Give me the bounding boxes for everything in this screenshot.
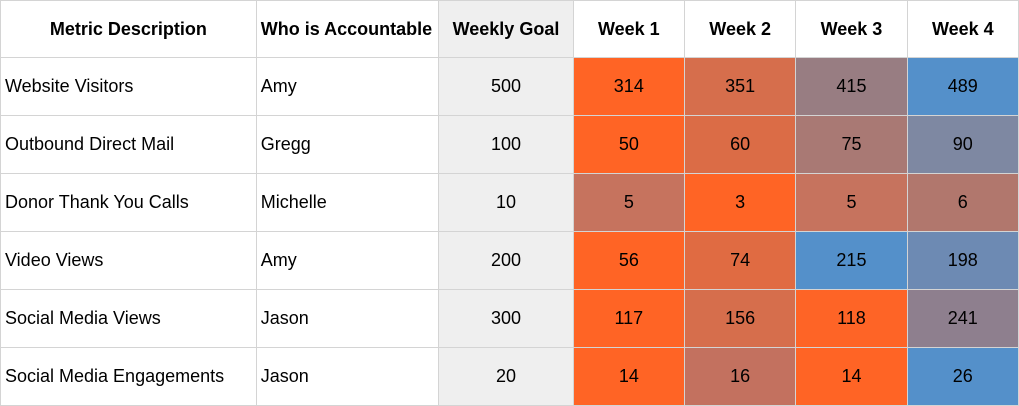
week-3-cell: 5 [795, 173, 908, 232]
week-3-cell: 14 [795, 347, 908, 406]
table-row: Social Media Engagements Jason 20 14 16 … [0, 347, 1019, 406]
metric-cell: Outbound Direct Mail [0, 115, 257, 174]
owner-cell: Amy [255, 57, 440, 116]
goal-cell: 100 [438, 115, 574, 174]
metric-cell: Social Media Engagements [0, 347, 257, 406]
header-metric-description: Metric Description [0, 0, 257, 58]
week-1-cell: 117 [572, 289, 685, 348]
metric-cell: Website Visitors [0, 57, 257, 116]
week-4-cell: 90 [906, 115, 1019, 174]
week-2-cell: 16 [683, 347, 797, 406]
week-2-cell: 60 [683, 115, 797, 174]
week-1-cell: 5 [572, 173, 685, 232]
header-row: Metric Description Who is Accountable We… [0, 0, 1019, 58]
header-week-1: Week 1 [572, 0, 685, 58]
week-2-cell: 156 [683, 289, 797, 348]
table-row: Video Views Amy 200 56 74 215 198 [0, 231, 1019, 290]
week-4-cell: 489 [906, 57, 1019, 116]
owner-cell: Amy [255, 231, 440, 290]
week-3-cell: 415 [795, 57, 908, 116]
week-4-cell: 241 [906, 289, 1019, 348]
metric-cell: Social Media Views [0, 289, 257, 348]
week-2-cell: 3 [683, 173, 797, 232]
week-2-cell: 74 [683, 231, 797, 290]
goal-cell: 20 [438, 347, 574, 406]
header-week-3: Week 3 [795, 0, 908, 58]
goal-cell: 300 [438, 289, 574, 348]
week-1-cell: 314 [572, 57, 685, 116]
metric-cell: Video Views [0, 231, 257, 290]
week-3-cell: 75 [795, 115, 908, 174]
week-1-cell: 14 [572, 347, 685, 406]
owner-cell: Michelle [255, 173, 440, 232]
goal-cell: 10 [438, 173, 574, 232]
table-row: Website Visitors Amy 500 314 351 415 489 [0, 57, 1019, 116]
header-who-is-accountable: Who is Accountable [255, 0, 440, 58]
week-4-cell: 6 [906, 173, 1019, 232]
header-weekly-goal: Weekly Goal [438, 0, 574, 58]
table-row: Outbound Direct Mail Gregg 100 50 60 75 … [0, 115, 1019, 174]
metric-cell: Donor Thank You Calls [0, 173, 257, 232]
week-4-cell: 198 [906, 231, 1019, 290]
week-1-cell: 50 [572, 115, 685, 174]
week-3-cell: 118 [795, 289, 908, 348]
owner-cell: Gregg [255, 115, 440, 174]
week-1-cell: 56 [572, 231, 685, 290]
table-row: Social Media Views Jason 300 117 156 118… [0, 289, 1019, 348]
week-3-cell: 215 [795, 231, 908, 290]
goal-cell: 200 [438, 231, 574, 290]
owner-cell: Jason [255, 347, 440, 406]
week-2-cell: 351 [683, 57, 797, 116]
week-4-cell: 26 [906, 347, 1019, 406]
table-row: Donor Thank You Calls Michelle 10 5 3 5 … [0, 173, 1019, 232]
owner-cell: Jason [255, 289, 440, 348]
header-week-2: Week 2 [683, 0, 797, 58]
header-week-4: Week 4 [906, 0, 1019, 58]
goal-cell: 500 [438, 57, 574, 116]
